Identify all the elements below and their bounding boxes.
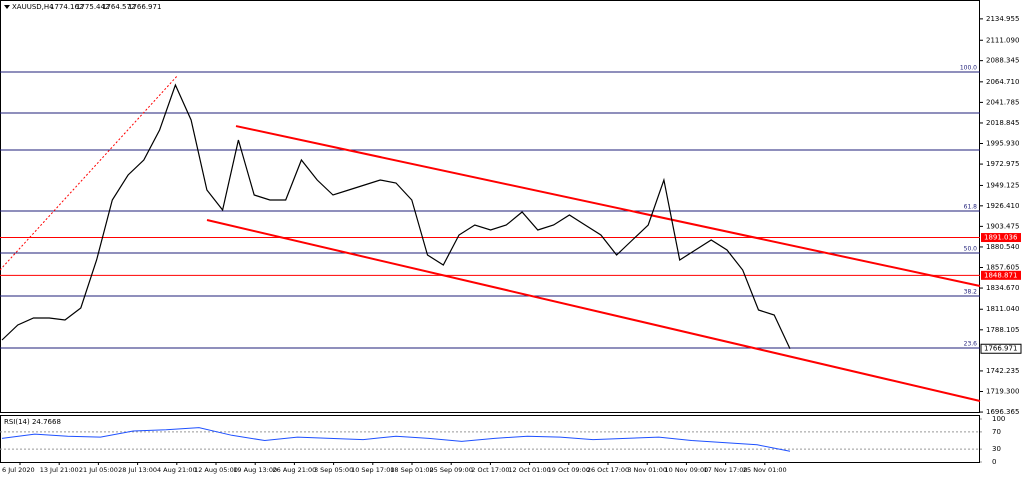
rsi-tick-label: 70 <box>992 428 1001 436</box>
price-tag-label: 1891.036 <box>984 234 1018 242</box>
y-tick-label: 1834.670 <box>986 284 1019 292</box>
x-tick-label: 13 Jul 21:00 <box>40 466 79 474</box>
rsi-title: RSI(14) 24.7668 <box>4 418 61 426</box>
price-line <box>1 83 791 349</box>
high: 1775.442 <box>76 3 109 11</box>
trend-line <box>0 74 179 271</box>
price-tag <box>981 270 1021 280</box>
fib-label: 61.8 <box>964 204 978 211</box>
symbol: XAUUSD,H4 <box>12 3 54 11</box>
y-tick-label: 2018.845 <box>986 119 1019 127</box>
x-tick-label: 10 Nov 09:00 <box>664 466 708 474</box>
y-tick-label: 2064.710 <box>986 78 1019 86</box>
rsi-tick-label: 30 <box>992 445 1001 453</box>
x-tick-label: 25 Nov 01:00 <box>743 466 787 474</box>
price-tag <box>981 233 1021 243</box>
x-tick-label: 6 Jul 2020 <box>2 466 35 474</box>
x-tick-label: 26 Aug 21:00 <box>272 466 316 474</box>
y-tick-label: 1742.235 <box>986 367 1019 375</box>
x-tick-label: 17 Nov 17:00 <box>704 466 748 474</box>
y-tick-label: 2041.785 <box>986 98 1019 106</box>
y-tick-label: 2111.090 <box>986 36 1019 44</box>
y-tick-label: 1857.605 <box>986 263 1019 271</box>
x-tick-label: 19 Oct 09:00 <box>548 466 590 474</box>
channel-line <box>235 125 981 287</box>
fib-label: 100.0 <box>960 64 977 71</box>
y-tick-label: 1972.975 <box>986 160 1019 168</box>
low: 1764.572 <box>102 3 135 11</box>
x-tick-label: 3 Sep 05:00 <box>314 466 353 474</box>
rsi-tick-label: 100 <box>992 415 1005 423</box>
channel-line <box>206 219 981 402</box>
x-tick-label: 25 Sep 09:00 <box>430 466 473 474</box>
x-tick-label: 3 Nov 01:00 <box>627 466 667 474</box>
y-tick-label: 1903.475 <box>986 222 1019 230</box>
open: 1774.162 <box>50 3 83 11</box>
x-tick-label: 4 Aug 21:00 <box>157 466 197 474</box>
last-price-label: 1766.971 <box>984 345 1017 353</box>
y-tick-label: 1949.125 <box>986 181 1019 189</box>
x-tick-label: 19 Aug 13:00 <box>233 466 277 474</box>
main-frame <box>0 0 980 413</box>
x-tick-label: 10 Sep 17:00 <box>351 466 394 474</box>
fib-label: 38.2 <box>964 289 978 296</box>
fib-label: 23.6 <box>964 341 978 348</box>
close: 1766.971 <box>128 3 161 11</box>
y-tick-label: 1788.105 <box>986 326 1019 334</box>
y-tick-label: 2134.955 <box>986 15 1019 23</box>
menu-arrow <box>4 5 10 9</box>
y-tick-label: 1811.040 <box>986 305 1019 313</box>
y-tick-label: 1719.300 <box>986 387 1019 395</box>
fib-label: 50.0 <box>964 245 978 252</box>
x-tick-label: 18 Sep 01:00 <box>390 466 433 474</box>
x-tick-label: 26 Oct 17:00 <box>587 466 629 474</box>
y-tick-label: 2088.345 <box>986 57 1019 65</box>
x-tick-label: 12 Oct 01:00 <box>508 466 550 474</box>
rsi-line <box>1 427 791 452</box>
y-tick-label: 1880.540 <box>986 243 1019 251</box>
rsi-tick-label: 0 <box>992 458 996 466</box>
price-tag-label: 1848.871 <box>984 271 1017 279</box>
x-tick-label: 12 Aug 05:00 <box>194 466 238 474</box>
last-price-tag <box>980 343 1022 354</box>
y-tick-label: 1696.365 <box>986 408 1019 416</box>
x-tick-label: 21 Jul 05:00 <box>79 466 118 474</box>
y-tick-label: 1995.930 <box>986 139 1019 147</box>
y-tick-label: 1926.410 <box>986 202 1019 210</box>
x-tick-label: 2 Oct 17:00 <box>471 466 509 474</box>
x-tick-label: 28 Jul 13:00 <box>118 466 157 474</box>
